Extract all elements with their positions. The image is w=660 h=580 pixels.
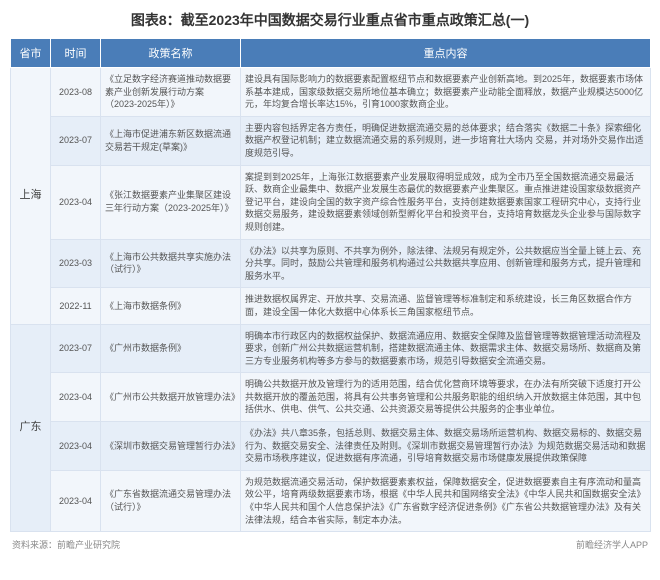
- policy-cell: 《广州市数据条例》: [101, 324, 241, 373]
- policy-cell: 《深圳市数据交易管理暂行办法》: [101, 422, 241, 471]
- col-date: 时间: [51, 39, 101, 68]
- footer: 资料来源：前瞻产业研究院 前瞻经济学人APP: [0, 532, 660, 551]
- content-cell: 《办法》共八章35条，包括总则、数据交易主体、数据交易场所运营机构、数据交易标的…: [241, 422, 651, 471]
- footer-app: 前瞻经济学人APP: [576, 538, 648, 551]
- date-cell: 2023-08: [51, 68, 101, 117]
- table-row: 2023-04 《广州市公共数据开放管理办法》 明确公共数据开放及管理行为的适用…: [11, 373, 651, 422]
- date-cell: 2023-07: [51, 324, 101, 373]
- content-cell: 主要内容包括界定各方责任，明确促进数据流通交易的总体要求；结合落实《数据二十条》…: [241, 116, 651, 165]
- date-cell: 2023-07: [51, 116, 101, 165]
- table-body: 上海 2023-08 《立足数字经济赛道推动数据要素产业创新发展行动方案（202…: [11, 68, 651, 532]
- col-content: 重点内容: [241, 39, 651, 68]
- content-cell: 《办法》以共享为原则、不共享为例外，除法律、法规另有规定外，公共数据应当全量上链…: [241, 239, 651, 288]
- footer-source: 资料来源：前瞻产业研究院: [12, 538, 120, 551]
- table-row: 2023-04 《广东省数据流通交易管理办法（试行）》 为规范数据流通交易活动，…: [11, 470, 651, 531]
- chart-title: 图表8：截至2023年中国数据交易行业重点省市重点政策汇总(一): [0, 0, 660, 38]
- table-row: 广东 2023-07 《广州市数据条例》 明确本市行政区内的数据权益保护、数据流…: [11, 324, 651, 373]
- content-cell: 案提到到2025年，上海张江数据要素产业发展取得明显成效，成为全市乃至全国数据流…: [241, 165, 651, 239]
- table-row: 2022-11 《上海市数据条例》 推进数据权属界定、开放共享、交易流通、监督管…: [11, 288, 651, 324]
- col-province: 省市: [11, 39, 51, 68]
- date-cell: 2023-04: [51, 165, 101, 239]
- date-cell: 2023-04: [51, 470, 101, 531]
- date-cell: 2022-11: [51, 288, 101, 324]
- policy-cell: 《上海市数据条例》: [101, 288, 241, 324]
- content-cell: 明确本市行政区内的数据权益保护、数据流通应用、数据安全保障及监督管理等数据管理活…: [241, 324, 651, 373]
- col-policy: 政策名称: [101, 39, 241, 68]
- policy-cell: 《张江数据要素产业集聚区建设三年行动方案（2023-2025年）》: [101, 165, 241, 239]
- table-row: 上海 2023-08 《立足数字经济赛道推动数据要素产业创新发展行动方案（202…: [11, 68, 651, 117]
- policy-cell: 《立足数字经济赛道推动数据要素产业创新发展行动方案（2023-2025年）》: [101, 68, 241, 117]
- province-cell: 上海: [11, 68, 51, 325]
- policy-table: 省市 时间 政策名称 重点内容 上海 2023-08 《立足数字经济赛道推动数据…: [10, 38, 651, 532]
- table-row: 2023-04 《张江数据要素产业集聚区建设三年行动方案（2023-2025年）…: [11, 165, 651, 239]
- content-cell: 明确公共数据开放及管理行为的适用范围，结合优化营商环境等要求，在办法有所突破下适…: [241, 373, 651, 422]
- policy-cell: 《上海市公共数据共享实施办法（试行）》: [101, 239, 241, 288]
- content-cell: 建设具有国际影响力的数据要素配置枢纽节点和数据要素产业创新高地。到2025年，数…: [241, 68, 651, 117]
- table-row: 2023-07 《上海市促进浦东新区数据流通交易若干规定(草案)》 主要内容包括…: [11, 116, 651, 165]
- header-row: 省市 时间 政策名称 重点内容: [11, 39, 651, 68]
- policy-cell: 《广东省数据流通交易管理办法（试行）》: [101, 470, 241, 531]
- province-cell: 广东: [11, 324, 51, 532]
- date-cell: 2023-04: [51, 373, 101, 422]
- table-row: 2023-04 《深圳市数据交易管理暂行办法》 《办法》共八章35条，包括总则、…: [11, 422, 651, 471]
- table-row: 2023-03 《上海市公共数据共享实施办法（试行）》 《办法》以共享为原则、不…: [11, 239, 651, 288]
- policy-cell: 《广州市公共数据开放管理办法》: [101, 373, 241, 422]
- policy-cell: 《上海市促进浦东新区数据流通交易若干规定(草案)》: [101, 116, 241, 165]
- date-cell: 2023-04: [51, 422, 101, 471]
- content-cell: 推进数据权属界定、开放共享、交易流通、监督管理等标准制定和系统建设，长三角区数据…: [241, 288, 651, 324]
- content-cell: 为规范数据流通交易活动，保护数据要素素权益，保障数据安全，促进数据要素自主有序流…: [241, 470, 651, 531]
- date-cell: 2023-03: [51, 239, 101, 288]
